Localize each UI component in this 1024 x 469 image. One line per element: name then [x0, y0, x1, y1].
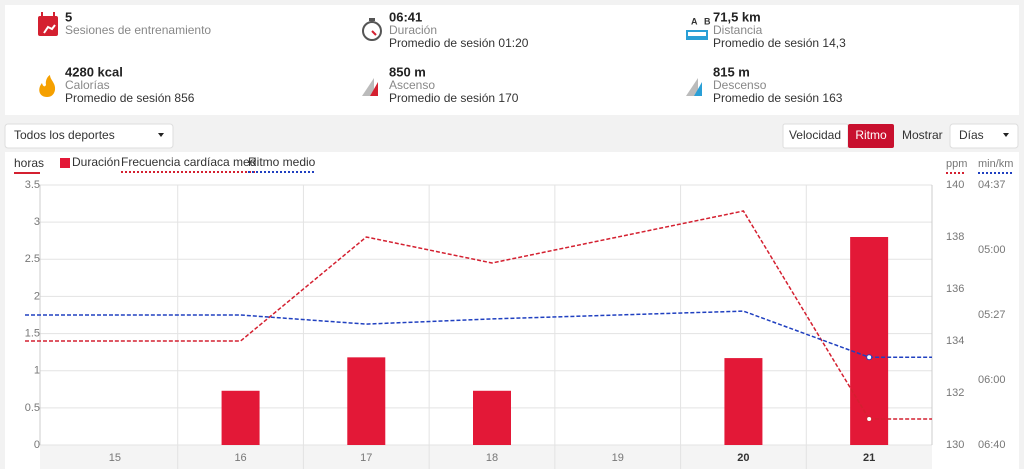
x-tick-label: 20: [737, 452, 749, 464]
y-tick-label: 0: [34, 439, 40, 451]
y3-tick-label: 04:37: [978, 179, 1006, 191]
stat-label: Calorías: [65, 78, 110, 92]
icon-calories: [39, 75, 56, 97]
icon-distance: [686, 30, 708, 40]
show-label: Mostrar: [902, 128, 943, 142]
y-tick-label: 3.5: [25, 179, 40, 191]
dropdown-arrow: [1003, 133, 1009, 137]
y2-tick-label: 136: [946, 283, 964, 295]
x-tick-label: 16: [234, 452, 246, 464]
y-tick-label: 1: [34, 365, 40, 377]
bar: [850, 237, 889, 445]
bar: [724, 358, 763, 445]
y-tick-label: 2: [34, 290, 40, 302]
period-dropdown-text: Días: [959, 128, 984, 142]
icon-text: A: [691, 16, 698, 26]
y-tick-label: 1.5: [25, 327, 40, 339]
y2-tick-label: 140: [946, 179, 964, 191]
stat-value: 71,5 km: [713, 9, 761, 24]
bar: [347, 357, 386, 445]
line-marker: [866, 416, 873, 422]
dropdown-arrow: [158, 133, 164, 137]
stat-average: Promedio de sesión 856: [65, 91, 195, 105]
y3-tick-label: 06:00: [978, 374, 1006, 386]
y2-axis-unit: ppm: [946, 158, 967, 170]
y2-tick-label: 130: [946, 439, 964, 451]
icon-duration: [362, 18, 382, 41]
stat-label: Distancia: [713, 23, 763, 37]
icon-ascent: [362, 78, 378, 96]
legend-label: Duración: [72, 155, 120, 169]
chart-panel: [5, 152, 1019, 469]
stats-panel: [5, 5, 1019, 115]
stat-value: 850 m: [389, 64, 426, 79]
sport-dropdown[interactable]: [4, 123, 174, 149]
y-tick-label: 3: [34, 216, 40, 228]
stat-average: Promedio de sesión 01:20: [389, 36, 529, 50]
y3-axis-unit: min/km: [978, 158, 1013, 170]
stat-value: 815 m: [713, 64, 750, 79]
period-dropdown[interactable]: [949, 123, 1019, 149]
line-marker: [866, 354, 873, 361]
bar: [473, 390, 511, 445]
x-tick-label: 19: [612, 452, 624, 464]
icon-sessions: [38, 12, 58, 36]
pace-button[interactable]: [848, 124, 894, 148]
y2-tick-label: 138: [946, 231, 964, 243]
bar: [221, 390, 260, 445]
icon-descent: [686, 78, 702, 96]
legend-label: Ritmo medio: [248, 155, 316, 169]
line: [114, 210, 870, 420]
speed-button-text: Velocidad: [789, 128, 841, 142]
y3-tick-label: 05:00: [978, 244, 1006, 256]
legend-label: Frecuencia cardíaca med: [121, 155, 256, 169]
y2-tick-label: 132: [946, 387, 964, 399]
stat-average: Promedio de sesión 170: [389, 91, 519, 105]
stat-label: Duración: [389, 23, 437, 37]
y3-tick-label: 06:40: [978, 439, 1006, 451]
stat-label: Ascenso: [389, 78, 435, 92]
y3-tick-label: 05:27: [978, 309, 1006, 321]
stat-label: Descenso: [713, 78, 767, 92]
stat-value: 06:41: [389, 9, 422, 24]
stat-label: Sesiones de entrenamiento: [65, 23, 211, 37]
y-axis-unit: horas: [14, 156, 44, 170]
x-axis-band: [40, 445, 932, 469]
stat-value: 4280 kcal: [65, 64, 123, 79]
x-tick-label: 21: [863, 452, 875, 464]
y-tick-label: 0.5: [25, 402, 40, 414]
sport-dropdown-text: Todos los deportes: [14, 128, 115, 142]
icon-text: B: [704, 16, 711, 26]
stat-average: Promedio de sesión 163: [713, 91, 843, 105]
x-tick-label: 18: [486, 452, 498, 464]
pace-button-text: Ritmo: [855, 128, 887, 142]
stat-value: 5: [65, 9, 72, 24]
y-tick-label: 2.5: [25, 253, 40, 265]
x-tick-label: 15: [109, 452, 121, 464]
x-tick-label: 17: [360, 452, 372, 464]
stat-average: Promedio de sesión 14,3: [713, 36, 846, 50]
y2-tick-label: 134: [946, 335, 964, 347]
legend-swatch: [60, 158, 70, 168]
